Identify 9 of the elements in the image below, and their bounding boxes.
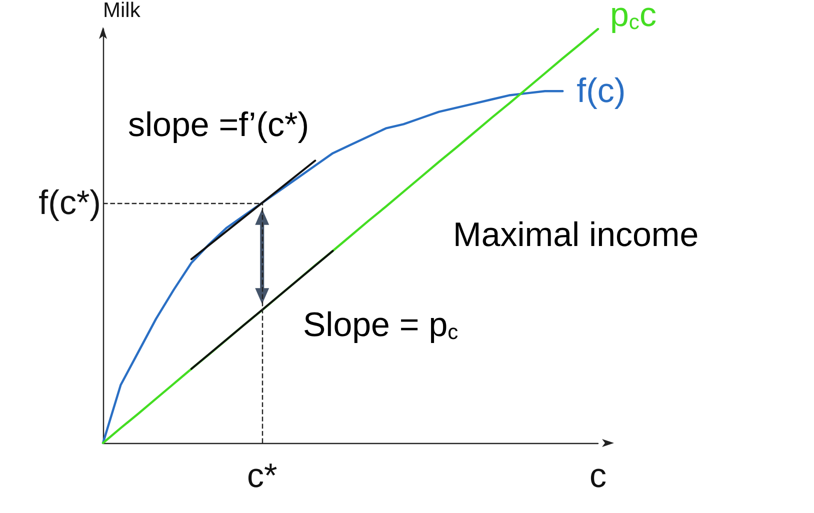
annotation: Slope = pc: [303, 306, 458, 344]
x-tick-label: c*: [246, 457, 278, 495]
x-tick-label: c: [590, 457, 606, 495]
series-label: f(c): [576, 72, 626, 110]
ref-line-label: f(c*): [38, 184, 101, 222]
y-axis-title: Milk: [103, 0, 141, 22]
series-label: pcc: [610, 0, 656, 34]
annotation: slope =f’(c*): [128, 106, 310, 144]
annotation: Maximal income: [453, 216, 699, 254]
